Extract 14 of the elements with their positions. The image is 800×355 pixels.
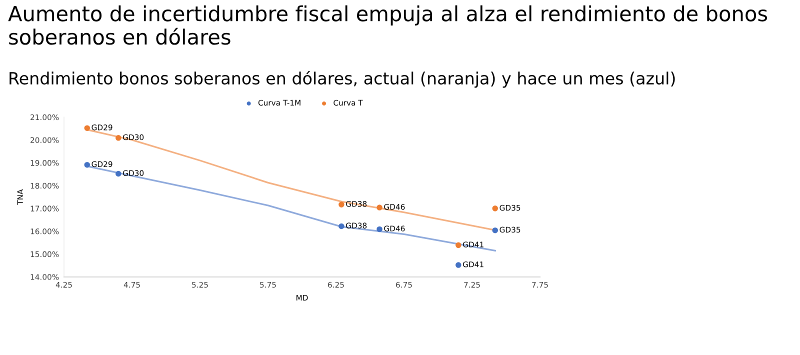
point <box>116 135 122 141</box>
point <box>84 162 90 168</box>
point <box>492 206 498 212</box>
point <box>376 204 382 210</box>
chart-subtitle: Rendimiento bonos soberanos en dólares, actual (naranja) y hace un mes (azul) <box>10 71 675 88</box>
point <box>338 223 344 230</box>
point <box>376 226 382 232</box>
point <box>456 262 462 268</box>
point <box>456 242 462 248</box>
point <box>116 170 122 177</box>
point <box>338 202 344 208</box>
point <box>84 125 90 131</box>
chart-title: Aumento de incertidumbre fiscal empuja al alza el rendimiento de bonos soberanos en dólares <box>8 5 768 45</box>
point <box>492 227 498 234</box>
